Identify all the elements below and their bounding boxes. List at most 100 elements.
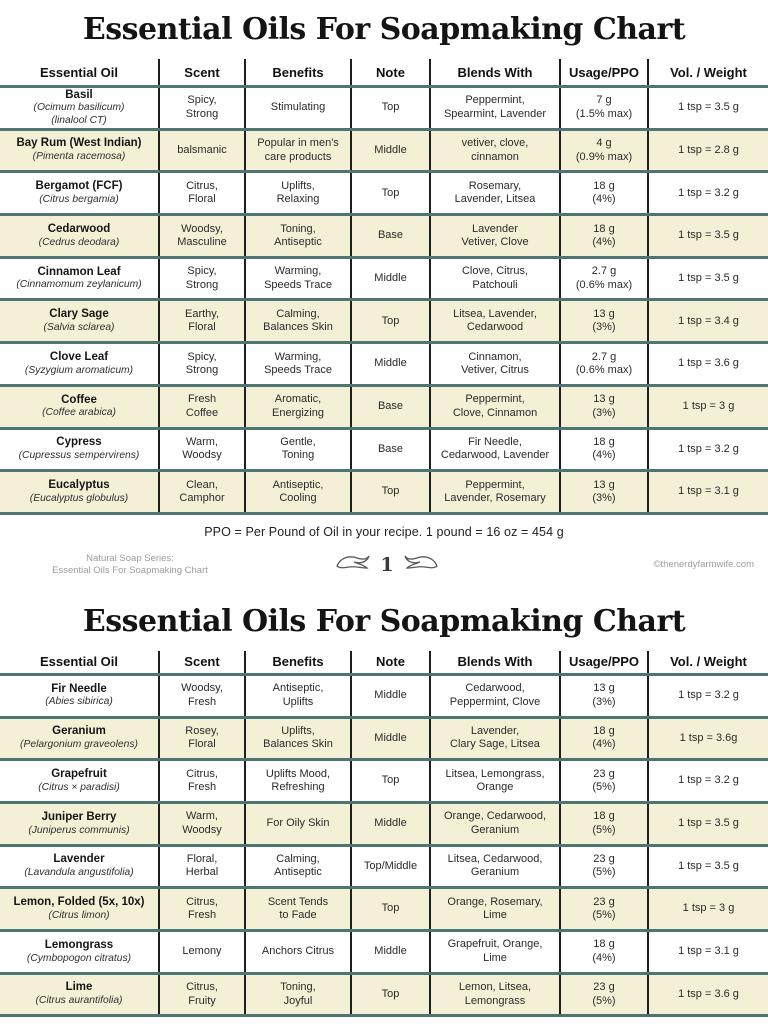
- scent-cell: Earthy, Floral: [158, 301, 244, 342]
- scent-cell: Spicy, Strong: [158, 344, 244, 384]
- essential-oil-cell: Lime (Citrus aurantifolia): [0, 975, 158, 1015]
- usage-ppo-cell: 23 g (5%): [559, 889, 647, 929]
- note-cell: Top: [350, 88, 429, 128]
- note-cell: Middle: [350, 344, 429, 384]
- column-header: Benefits: [244, 59, 350, 85]
- oil-botanical-name: (Citrus × paradisi): [38, 781, 120, 793]
- table-row: Grapefruit (Citrus × paradisi) Citrus, Fre…: [0, 761, 768, 804]
- note-cell: Top: [350, 761, 429, 801]
- table-row: Eucalyptus (Eucalyptus globulus) Clean, Ca…: [0, 472, 768, 515]
- usage-ppo-cell: 18 g (4%): [559, 932, 647, 972]
- scent-cell: Citrus, Fruity: [158, 974, 244, 1015]
- blends-with-cell: vetiver, clove, cinnamon: [429, 130, 559, 171]
- blends-with-cell: Orange, Rosemary, Lime: [429, 889, 559, 929]
- benefits-cell: Anchors Citrus: [244, 932, 350, 972]
- page-number-group: 1: [335, 554, 438, 576]
- scent-cell: Warm, Woodsy: [158, 429, 244, 470]
- benefits-cell: Antiseptic, Uplifts: [244, 675, 350, 716]
- benefits-cell: Calming, Antiseptic: [244, 846, 350, 887]
- blends-with-cell: Cinnamon, Vetiver, Citrus: [429, 344, 559, 384]
- column-header: Blends With: [429, 59, 559, 85]
- table-row: Coffee (Coffee arabica) Fresh Coffee Aromat…: [0, 386, 768, 430]
- essential-oil-cell: Eucalyptus (Eucalyptus globulus): [0, 472, 158, 512]
- oil-botanical-name: (Citrus limon): [48, 909, 110, 921]
- blends-with-cell: Lavender Vetiver, Clove: [429, 216, 559, 256]
- column-header: Benefits: [244, 650, 350, 673]
- vol-weight-cell: 1 tsp = 3.6g: [647, 718, 768, 759]
- essential-oil-cell: Juniper Berry (Juniperus communis): [0, 804, 158, 844]
- oil-name: Coffee: [61, 393, 97, 406]
- benefits-cell: Stimulating: [244, 88, 350, 128]
- essential-oil-cell: Clove Leaf (Syzygium aromaticum): [0, 344, 158, 384]
- note-cell: Top: [350, 301, 429, 342]
- oil-botanical-name: (Syzygium aromaticum): [24, 364, 134, 376]
- essential-oil-cell: Lemon, Folded (5x, 10x) (Citrus limon): [0, 889, 158, 929]
- scent-cell: balsmanic: [158, 130, 244, 171]
- oil-botanical-name: (Ocimum basilicum) (linalool CT): [33, 102, 125, 126]
- usage-ppo-cell: 23 g (5%): [559, 846, 647, 887]
- oil-botanical-name: (Eucalyptus globulus): [29, 492, 129, 504]
- benefits-cell: Toning, Antiseptic: [244, 216, 350, 256]
- scent-cell: Floral, Herbal: [158, 846, 244, 887]
- oil-name: Basil: [65, 88, 93, 101]
- page-title: Essential Oils For Soapmaking Chart: [82, 12, 686, 47]
- vol-weight-cell: 1 tsp = 3.5 g: [647, 216, 768, 256]
- note-cell: Top: [350, 974, 429, 1015]
- page-footer: Natural Soap Series: Essential Oils For …: [0, 550, 768, 580]
- oil-botanical-name: (Pelargonium graveolens): [20, 739, 138, 751]
- essential-oil-cell: Grapefruit (Citrus × paradisi): [0, 761, 158, 801]
- usage-ppo-cell: 18 g (5%): [559, 803, 647, 844]
- benefits-cell: Calming, Balances Skin: [244, 301, 350, 342]
- blends-with-cell: Litsea, Lemongrass, Orange: [429, 761, 559, 801]
- oil-name: Lavender: [53, 853, 105, 866]
- note-cell: Middle: [350, 258, 429, 299]
- table-row: Clary Sage (Salvia sclarea) Earthy, Floral…: [0, 301, 768, 345]
- table-row: Geranium (Pelargonium graveolens) Rosey, F…: [0, 718, 768, 762]
- note-cell: Top: [350, 472, 429, 512]
- essential-oil-cell: Fir Needle (Abies sibirica): [0, 676, 158, 716]
- usage-ppo-cell: 13 g (3%): [559, 675, 647, 716]
- table-row: Basil (Ocimum basilicum) (linalool CT) Spi…: [0, 88, 768, 131]
- column-header: Usage/PPO: [559, 59, 647, 85]
- blends-with-cell: Orange, Cedarwood, Geranium: [429, 803, 559, 844]
- oil-name: Geranium: [52, 725, 106, 738]
- oil-name: Fir Needle: [51, 682, 107, 695]
- essential-oils-table-page-2: Essential Oil Scent Benefits Note Blends Wit…: [0, 650, 768, 1018]
- benefits-cell: Warming, Speeds Trace: [244, 344, 350, 384]
- essential-oil-cell: Lemongrass (Cymbopogon citratus): [0, 932, 158, 972]
- table-row: Lime (Citrus aurantifolia) Citrus, Fruity T…: [0, 974, 768, 1018]
- oil-botanical-name: (Cedrus deodara): [38, 236, 120, 248]
- oil-name: Bergamot (FCF): [35, 180, 123, 193]
- usage-ppo-cell: 18 g (4%): [559, 173, 647, 214]
- column-header: Vol. / Weight: [647, 59, 768, 85]
- vol-weight-cell: 1 tsp = 3.5 g: [647, 803, 768, 844]
- table-row: Bergamot (FCF) (Citrus bergamia) Citrus, F…: [0, 173, 768, 217]
- vol-weight-cell: 1 tsp = 3.5 g: [647, 88, 768, 128]
- footer-series-label: Natural Soap Series: Essential Oils For …: [52, 552, 208, 576]
- blends-with-cell: Clove, Citrus, Patchouli: [429, 258, 559, 299]
- oil-name: Grapefruit: [51, 768, 107, 781]
- usage-ppo-cell: 13 g (3%): [559, 472, 647, 512]
- page-2: Essential Oils For Soapmaking Chart Esse…: [0, 580, 768, 1018]
- blends-with-cell: Grapefruit, Orange, Lime: [429, 932, 559, 972]
- usage-ppo-cell: 23 g (5%): [559, 761, 647, 801]
- blends-with-cell: Lavender, Clary Sage, Litsea: [429, 718, 559, 759]
- vol-weight-cell: 1 tsp = 3.2 g: [647, 429, 768, 470]
- benefits-cell: Popular in men's care products: [244, 130, 350, 171]
- column-header: Essential Oil: [39, 64, 119, 80]
- essential-oil-cell: Lavender (Lavandula angustifolia): [0, 847, 158, 887]
- usage-ppo-cell: 4 g (0.9% max): [559, 130, 647, 171]
- table-row: Lemon, Folded (5x, 10x) (Citrus limon) Cit…: [0, 889, 768, 932]
- usage-ppo-cell: 2.7 g (0.6% max): [559, 344, 647, 384]
- essential-oil-cell: Cypress (Cupressus sempervirens): [0, 430, 158, 470]
- note-cell: Base: [350, 386, 429, 427]
- note-cell: Middle: [350, 718, 429, 759]
- vol-weight-cell: 1 tsp = 3.1 g: [647, 472, 768, 512]
- blends-with-cell: Cedarwood, Peppermint, Clove: [429, 675, 559, 716]
- scent-cell: Citrus, Fresh: [158, 761, 244, 801]
- table-row: Juniper Berry (Juniperus communis) Warm, W…: [0, 803, 768, 847]
- blends-with-cell: Fir Needle, Cedarwood, Lavender: [429, 429, 559, 470]
- benefits-cell: Scent Tends to Fade: [244, 889, 350, 929]
- vol-weight-cell: 1 tsp = 3.2 g: [647, 761, 768, 801]
